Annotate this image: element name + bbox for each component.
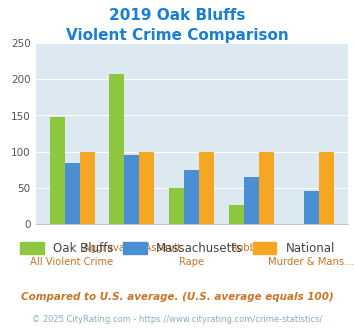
Bar <box>184 170 199 224</box>
Text: 2019 Oak Bluffs: 2019 Oak Bluffs <box>109 8 246 23</box>
Bar <box>319 152 334 224</box>
Text: Rape: Rape <box>179 257 204 267</box>
Bar <box>140 152 154 224</box>
Bar <box>125 155 140 224</box>
Bar <box>229 205 244 224</box>
Bar <box>199 152 214 224</box>
Text: © 2025 CityRating.com - https://www.cityrating.com/crime-statistics/: © 2025 CityRating.com - https://www.city… <box>32 315 323 324</box>
Bar <box>304 191 319 224</box>
Bar <box>65 163 80 224</box>
Text: Compared to U.S. average. (U.S. average equals 100): Compared to U.S. average. (U.S. average … <box>21 292 334 302</box>
Bar <box>244 177 259 224</box>
Bar <box>80 152 94 224</box>
Bar <box>169 188 184 224</box>
Text: Aggravated Assault: Aggravated Assault <box>83 243 181 252</box>
Text: All Violent Crime: All Violent Crime <box>31 257 114 267</box>
Text: Robbery: Robbery <box>231 243 272 252</box>
Legend: Oak Bluffs, Massachusetts, National: Oak Bluffs, Massachusetts, National <box>15 237 340 260</box>
Text: Murder & Mans...: Murder & Mans... <box>268 257 354 267</box>
Text: Violent Crime Comparison: Violent Crime Comparison <box>66 28 289 43</box>
Bar <box>50 117 65 224</box>
Bar <box>259 152 274 224</box>
Bar <box>109 74 125 224</box>
